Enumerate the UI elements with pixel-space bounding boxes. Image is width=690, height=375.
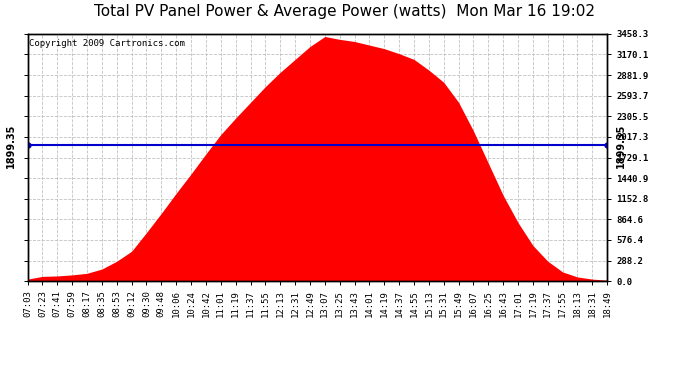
Text: 1899.35: 1899.35 [6,123,16,168]
Text: Copyright 2009 Cartronics.com: Copyright 2009 Cartronics.com [29,39,185,48]
Text: Total PV Panel Power & Average Power (watts)  Mon Mar 16 19:02: Total PV Panel Power & Average Power (wa… [95,4,595,19]
Text: 1899.35: 1899.35 [616,123,626,168]
